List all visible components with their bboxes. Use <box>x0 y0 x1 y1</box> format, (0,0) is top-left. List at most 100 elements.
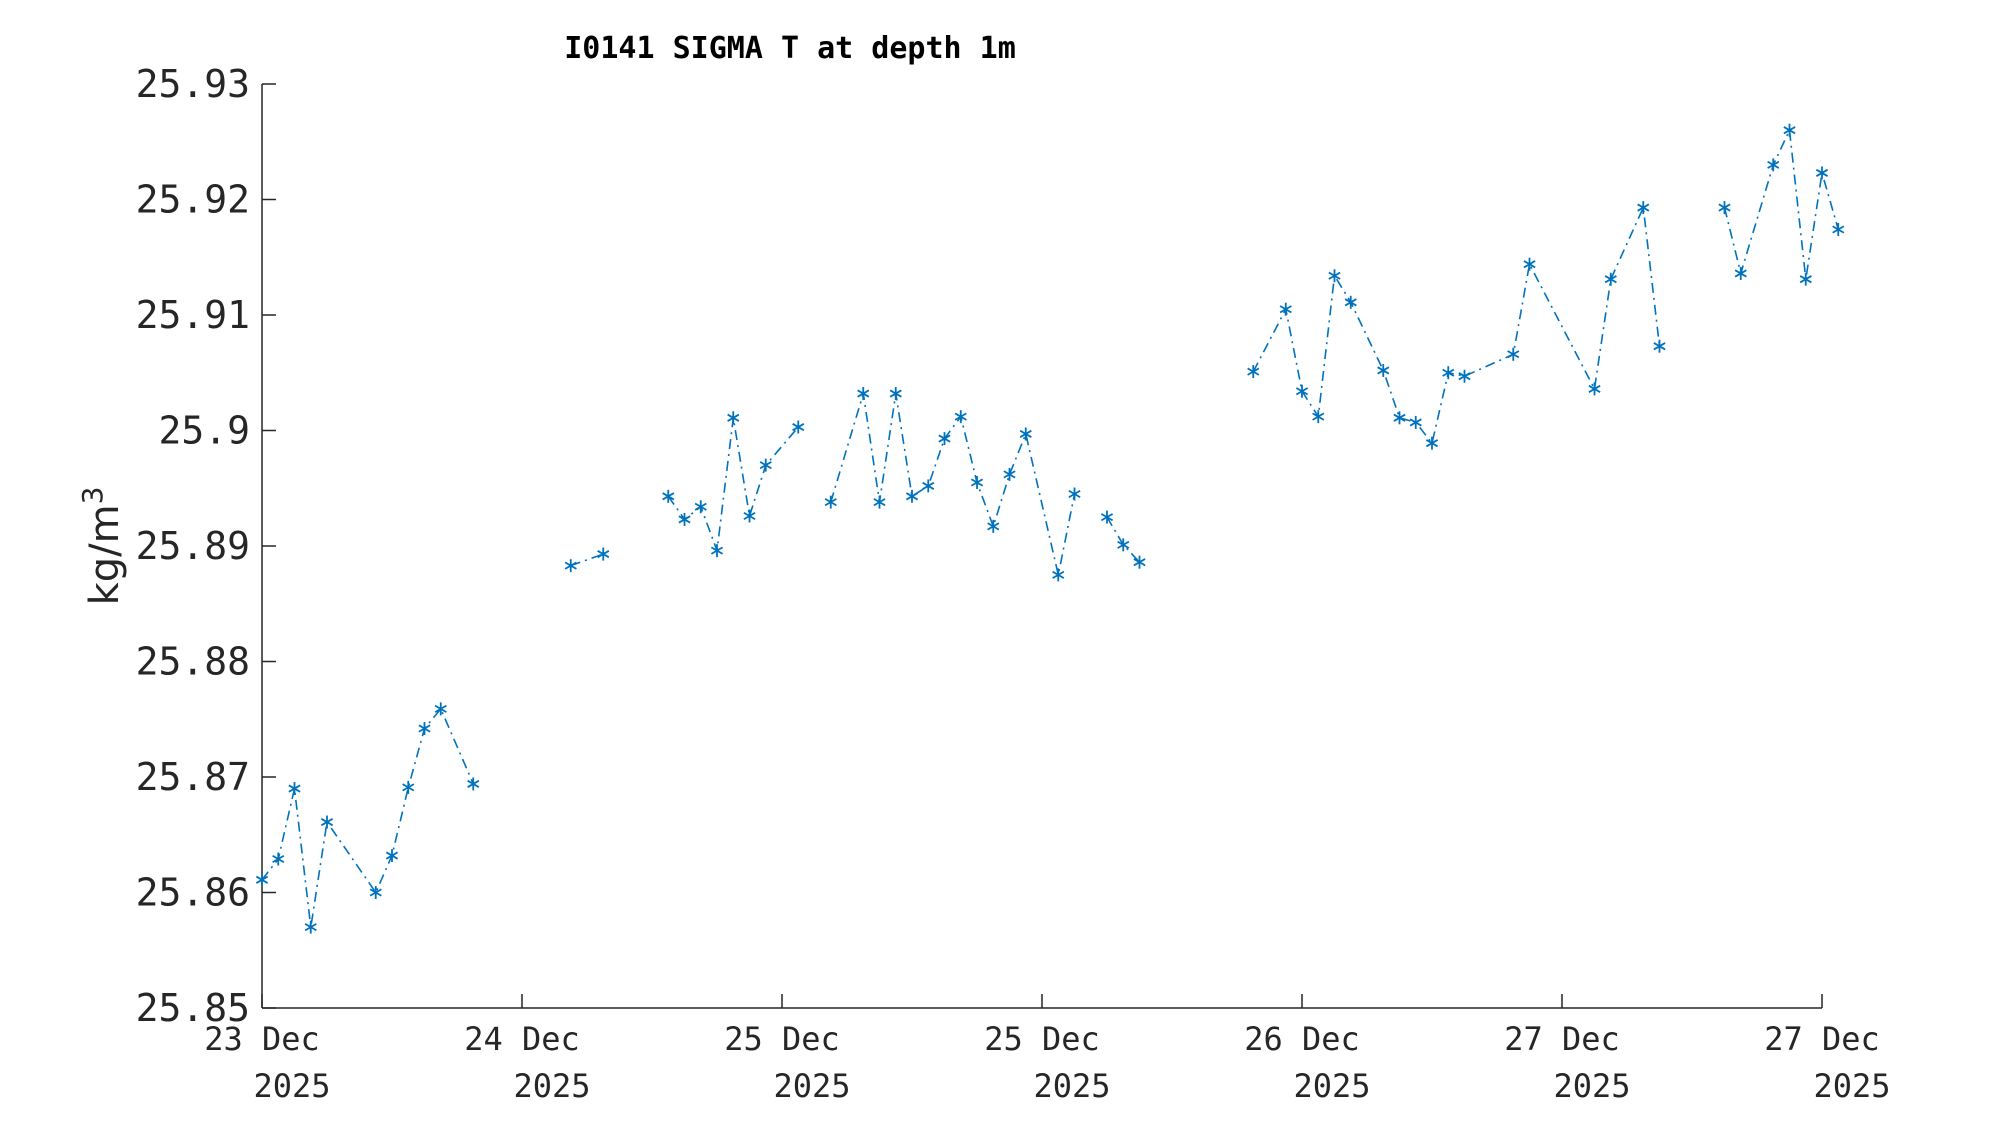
data-point-marker <box>1133 555 1146 569</box>
data-point-marker <box>304 920 317 934</box>
data-series <box>255 123 1845 934</box>
series-line-segment <box>1252 204 1661 446</box>
y-tick-label: 25.85 <box>136 986 250 1030</box>
y-tick-label: 25.87 <box>136 755 250 799</box>
series-line-segment <box>830 393 1076 576</box>
data-point-marker <box>564 559 577 573</box>
x-tick-label-year: 2025 <box>253 1067 330 1105</box>
series-line-segment <box>667 417 799 551</box>
data-point-marker <box>255 873 269 887</box>
data-point-marker <box>1393 411 1406 425</box>
data-point-marker <box>743 509 756 523</box>
data-point-marker <box>727 411 740 425</box>
x-tick-label-date: 26 Dec <box>1244 1020 1360 1058</box>
data-point-marker <box>1507 347 1520 361</box>
y-tick-label: 25.9 <box>158 409 250 453</box>
data-point-marker <box>1068 487 1081 501</box>
data-point-marker <box>1767 158 1780 172</box>
series-line-segment <box>261 707 475 928</box>
data-point-marker <box>1019 427 1032 441</box>
y-axis-label: kg/m3 <box>76 487 128 606</box>
data-point-marker <box>1783 123 1796 137</box>
data-point-marker <box>873 495 886 509</box>
data-point-marker <box>1344 295 1357 309</box>
data-point-marker <box>1377 363 1390 377</box>
data-point-marker <box>1815 166 1829 180</box>
x-tick-label-year: 2025 <box>1553 1067 1630 1105</box>
data-point-marker <box>857 387 870 401</box>
data-point-marker <box>938 432 951 446</box>
data-point-marker <box>369 886 382 899</box>
data-point-marker <box>678 512 691 526</box>
y-tick-label: 25.86 <box>136 871 250 915</box>
data-point-marker <box>889 387 902 401</box>
data-point-marker <box>418 721 431 735</box>
series-line-segment <box>1723 127 1840 280</box>
x-tick-label-year: 2025 <box>513 1067 590 1105</box>
x-tick-label-year: 2025 <box>1293 1067 1370 1105</box>
data-point-marker <box>710 544 724 558</box>
y-tick-label: 25.91 <box>136 293 250 337</box>
data-point-marker <box>597 547 610 561</box>
chart-title: I0141 SIGMA T at depth 1m <box>564 31 1016 66</box>
data-point-marker <box>987 519 1000 533</box>
data-point-marker <box>759 458 772 472</box>
series-line-segment <box>570 553 604 567</box>
data-point-marker <box>434 702 447 716</box>
data-point-marker <box>1100 510 1114 524</box>
y-tick-label: 25.88 <box>136 640 250 684</box>
data-point-marker <box>1799 272 1812 286</box>
data-point-marker <box>662 489 675 503</box>
data-point-marker <box>694 500 707 514</box>
data-point-marker <box>320 815 334 829</box>
x-tick-label-date: 25 Dec <box>724 1020 840 1058</box>
x-tick-label-date: 25 Dec <box>984 1020 1100 1058</box>
data-point-marker <box>792 420 805 434</box>
x-tick-label-date: 27 Dec <box>1764 1020 1880 1058</box>
x-tick-label-year: 2025 <box>773 1067 850 1105</box>
data-point-marker <box>288 782 301 796</box>
y-tick-label: 25.92 <box>136 178 250 222</box>
data-point-marker <box>970 475 984 489</box>
x-tick-label-year: 2025 <box>1033 1067 1110 1105</box>
data-point-marker <box>467 777 480 791</box>
data-point-marker <box>1003 467 1016 481</box>
data-point-marker <box>1117 538 1130 552</box>
data-point-marker <box>1718 201 1731 215</box>
data-point-marker <box>1604 272 1617 286</box>
data-point-marker <box>1588 382 1601 396</box>
data-point-marker <box>954 410 967 424</box>
data-point-marker <box>1832 223 1845 237</box>
x-tick-label-date: 24 Dec <box>464 1020 580 1058</box>
data-point-marker <box>824 495 837 509</box>
data-point-marker <box>402 780 415 794</box>
y-axis-label-unit: kg/m <box>82 504 128 605</box>
data-point-marker <box>1442 366 1455 380</box>
data-point-marker <box>1523 257 1536 271</box>
data-point-marker <box>385 849 399 863</box>
data-point-marker <box>1295 384 1309 398</box>
y-tick-label: 25.89 <box>136 524 250 568</box>
x-tick-label-year: 2025 <box>1813 1067 1890 1105</box>
data-point-marker <box>1312 410 1325 424</box>
data-point-marker <box>1328 269 1341 283</box>
y-tick-label: 25.93 <box>136 62 250 106</box>
y-axis-ticks: 25.85 25.86 25.87 25.88 25.89 25.9 25.91 25.92 2… <box>136 62 276 1030</box>
x-tick-label-date: 23 Dec <box>204 1020 320 1058</box>
data-point-marker <box>1458 369 1471 383</box>
plot-area <box>261 84 1822 1009</box>
data-point-marker <box>1409 415 1422 429</box>
data-point-marker <box>1247 365 1260 379</box>
data-point-marker <box>1734 266 1747 280</box>
y-axis-label-exponent: 3 <box>76 487 109 505</box>
series-line-segment <box>1106 516 1141 563</box>
x-tick-label-date: 27 Dec <box>1504 1020 1620 1058</box>
data-point-marker <box>272 852 285 866</box>
data-point-marker <box>905 489 919 503</box>
data-point-marker <box>1052 568 1065 582</box>
x-axis-ticks: 23 Dec 2025 24 Dec 2025 25 Dec 2025 25 Dec 2025… <box>204 994 1891 1105</box>
data-point-marker <box>1279 302 1292 316</box>
data-point-marker <box>922 479 935 493</box>
data-point-marker <box>1653 339 1666 353</box>
